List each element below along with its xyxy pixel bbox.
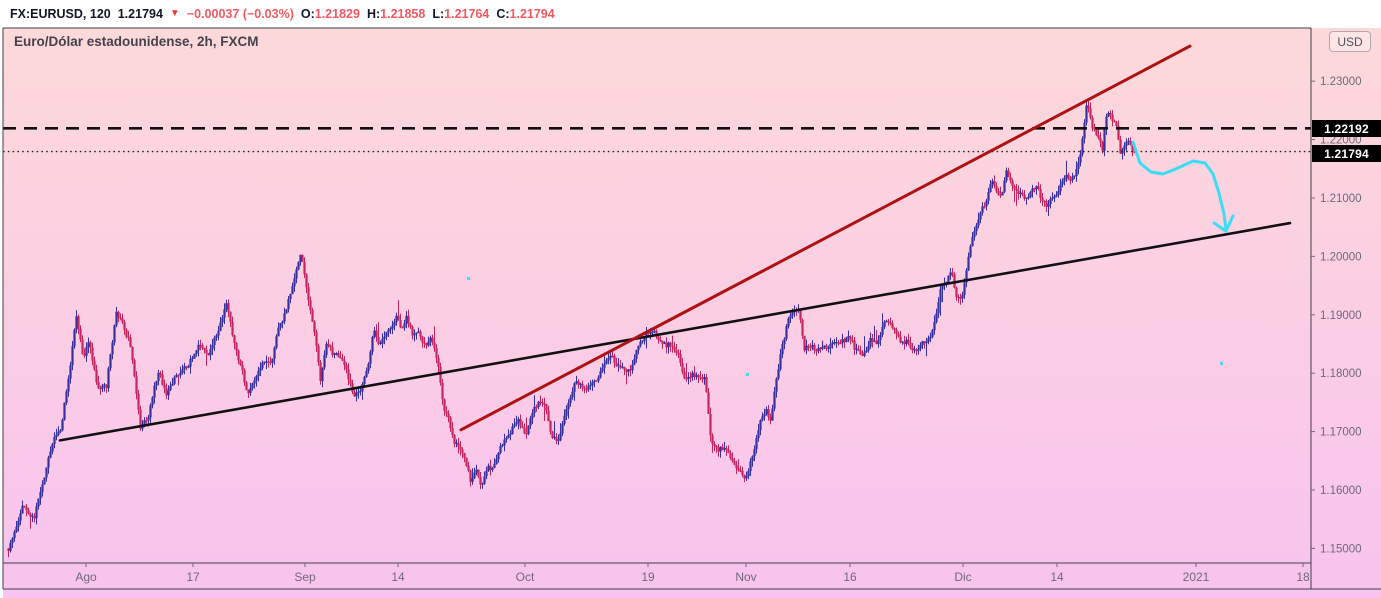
open-label: O: xyxy=(300,7,315,21)
price-axis-label: 1.17000 xyxy=(1320,427,1362,439)
symbol-name[interactable]: FX:EURUSD, 120 xyxy=(10,7,111,21)
last-price: 1.21794 xyxy=(117,7,163,21)
price-axis-label: 1.16000 xyxy=(1320,485,1362,497)
price-level-badge: 1.22192 xyxy=(1312,120,1381,137)
time-axis-label: Oct xyxy=(516,570,535,584)
price-axis-label: 1.20000 xyxy=(1320,251,1362,263)
time-axis-label: 17 xyxy=(186,570,200,584)
support-trendline[interactable] xyxy=(58,221,1292,442)
chart-legend[interactable]: Euro/Dólar estadounidense, 2h, FXCM xyxy=(14,34,259,49)
high-label: H: xyxy=(366,7,381,21)
down-triangle-icon: ▼ xyxy=(169,7,180,19)
cyan-dot-annotation xyxy=(467,277,470,280)
time-axis-label: Dic xyxy=(954,570,971,584)
time-axis-label: 19 xyxy=(641,570,655,584)
time-axis[interactable]: Ago 17 Sep 14 Oct 19 Nov 16 Dic 14 2021 18 xyxy=(75,563,1310,584)
steep-trendline[interactable] xyxy=(459,44,1192,432)
time-axis-label: 14 xyxy=(391,570,405,584)
chart-background xyxy=(3,28,1381,598)
high-value: 1.21858 xyxy=(380,7,426,21)
down-arrow-annotation[interactable] xyxy=(1131,140,1228,231)
close-value: 1.21794 xyxy=(509,7,555,21)
open-value: 1.21829 xyxy=(314,7,360,21)
time-axis-label: 14 xyxy=(1050,570,1064,584)
symbol-info-bar: FX:EURUSD, 120 1.21794 ▼ −0.00037 (−0.03… xyxy=(0,0,1381,28)
time-axis-label: Sep xyxy=(294,570,316,584)
time-axis-label: 2021 xyxy=(1183,570,1210,584)
close-label: C: xyxy=(496,7,510,21)
time-axis-label: 16 xyxy=(843,570,857,584)
last-price-badge: 1.21794 xyxy=(1312,145,1381,162)
low-label: L: xyxy=(432,7,445,21)
candlestick-series[interactable] xyxy=(7,100,1136,558)
price-axis-label: 1.21000 xyxy=(1320,193,1362,205)
down-arrow-head-icon xyxy=(1212,214,1235,233)
cyan-dot-annotation xyxy=(1220,362,1223,365)
low-value: 1.21764 xyxy=(444,7,490,21)
currency-usd-button[interactable]: USD xyxy=(1329,31,1371,52)
price-axis-label: 1.18000 xyxy=(1320,368,1362,380)
time-axis-label: Nov xyxy=(735,570,756,584)
cyan-dot-annotation xyxy=(746,373,749,376)
price-change: −0.00037 (−0.03%) xyxy=(186,7,294,21)
price-axis-label: 1.19000 xyxy=(1320,310,1362,322)
time-axis-label: Ago xyxy=(75,570,97,584)
time-axis-label: 18 xyxy=(1296,570,1310,584)
price-axis-label: 1.23000 xyxy=(1320,76,1362,88)
price-axis[interactable]: 1.23000 1.22000 1.21000 1.20000 1.19000 1.180… xyxy=(1311,76,1362,555)
price-axis-label: 1.22000 xyxy=(1320,135,1362,147)
price-axis-label: 1.15000 xyxy=(1320,543,1362,555)
